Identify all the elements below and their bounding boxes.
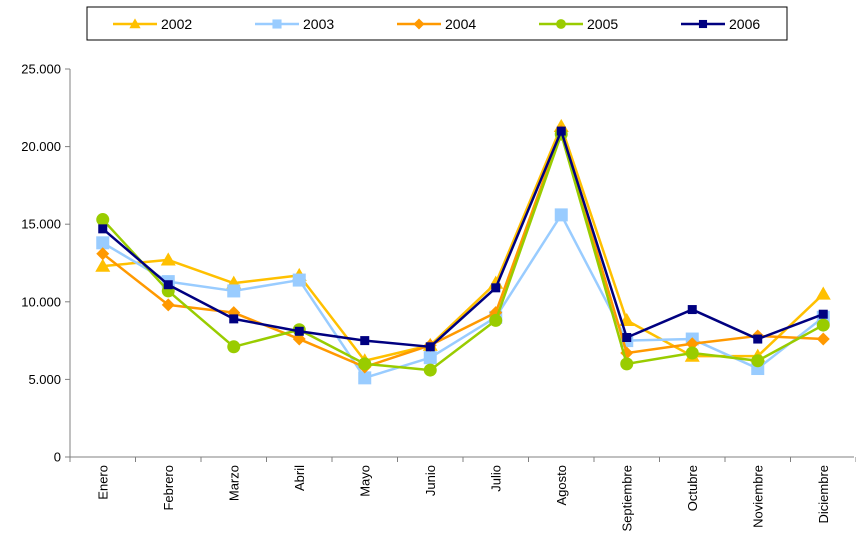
data-point-2003 [292, 273, 306, 287]
data-point-2006 [425, 342, 435, 352]
data-point-2006 [360, 336, 370, 346]
data-point-2005 [227, 340, 241, 354]
legend-swatch-marker [698, 19, 708, 29]
data-point-2006 [163, 280, 173, 290]
data-point-2002 [95, 258, 111, 272]
x-tick-label-febrero: Febrero [161, 465, 176, 511]
data-point-2004 [292, 332, 306, 346]
series-line-2005 [101, 132, 824, 372]
series-2006 [98, 126, 828, 352]
data-point-2005 [489, 313, 503, 327]
data-point-2002 [815, 286, 831, 300]
data-point-2003 [227, 284, 241, 298]
y-tick-label: 15.000 [21, 217, 61, 232]
legend-entry-2002: 2002 [113, 16, 192, 32]
data-point-2005 [620, 357, 634, 371]
x-tick-label-mayo: Mayo [357, 465, 372, 497]
data-point-2006 [98, 224, 108, 234]
data-point-2006 [491, 283, 501, 293]
x-tick-label-julio: Julio [488, 465, 503, 492]
data-point-2005 [358, 357, 372, 371]
legend-entry-2006: 2006 [681, 16, 760, 32]
y-tick-label: 25.000 [21, 62, 61, 77]
legend-entry-2003: 2003 [255, 16, 334, 32]
y-tick-label: 5.000 [28, 372, 61, 387]
data-point-2005 [751, 354, 765, 368]
data-point-2006 [818, 309, 828, 319]
legend-label: 2005 [587, 16, 618, 32]
data-point-2005 [423, 363, 437, 377]
data-point-2002 [160, 252, 176, 266]
series-2003 [96, 208, 830, 385]
legend-entry-2005: 2005 [539, 16, 618, 32]
legend-label: 2004 [445, 16, 476, 32]
x-tick-label-junio: Junio [423, 465, 438, 496]
legend-label: 2006 [729, 16, 760, 32]
x-tick-label-abril: Abril [292, 465, 307, 491]
legend-swatch-marker [556, 19, 566, 29]
data-point-2003 [96, 236, 110, 250]
data-point-2003 [423, 351, 437, 365]
data-point-2004 [685, 337, 699, 351]
data-point-2005 [816, 318, 830, 332]
x-tick-label-agosto: Agosto [554, 465, 569, 505]
y-tick-labels: 0 5.000 10.000 15.000 20.000 25.000 [21, 62, 61, 465]
data-point-2006 [622, 332, 632, 342]
y-tick-label: 20.000 [21, 139, 61, 154]
y-tick-label: 0 [54, 450, 61, 465]
x-tick-label-marzo: Marzo [226, 465, 241, 501]
legend: 2002 2003 2004 2005 2006 [86, 6, 788, 41]
data-point-2004 [816, 332, 830, 346]
data-point-2006 [753, 334, 763, 344]
data-point-2005 [96, 213, 110, 227]
series-group [95, 118, 831, 385]
data-point-2005 [685, 346, 699, 360]
data-point-2004 [96, 247, 110, 261]
x-tick-label-diciembre: Diciembre [816, 465, 831, 524]
legend-label: 2003 [303, 16, 334, 32]
data-point-2004 [161, 298, 175, 312]
series-line-2004 [101, 129, 824, 369]
data-point-2006 [294, 326, 304, 336]
legend-label: 2002 [161, 16, 192, 32]
series-line-2006 [101, 129, 824, 349]
data-point-2006 [229, 314, 239, 324]
series-line-2002 [102, 125, 825, 363]
x-tick-labels: Enero Febrero Marzo Abril Mayo Junio Julio Agos… [95, 465, 831, 532]
legend-swatch-marker [272, 19, 282, 29]
data-point-2006 [556, 126, 566, 136]
x-tick-label-octubre: Octubre [685, 465, 700, 511]
data-point-2003 [554, 208, 568, 222]
y-tick-label: 10.000 [21, 294, 61, 309]
axes [65, 68, 856, 462]
data-point-2006 [687, 305, 697, 315]
series-line-2003 [102, 213, 825, 380]
x-tick-label-noviembre: Noviembre [750, 465, 765, 528]
legend-swatch-marker [129, 18, 141, 29]
x-tick-label-septiembre: Septiembre [619, 465, 634, 531]
x-tick-label-enero: Enero [95, 465, 110, 500]
data-point-2003 [358, 371, 372, 385]
